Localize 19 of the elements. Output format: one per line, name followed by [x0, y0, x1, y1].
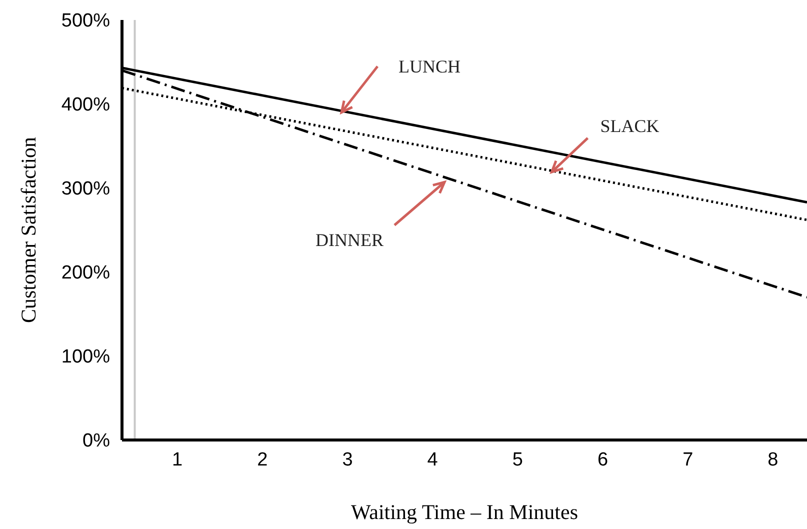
- x-tick-label: 6: [597, 449, 608, 470]
- y-tick-label: 100%: [61, 346, 110, 368]
- y-tick-label: 0%: [82, 430, 110, 452]
- y-axis-title: Customer Satisfaction: [16, 136, 40, 324]
- y-tick-label: 500%: [61, 10, 110, 32]
- y-tick-label: 400%: [61, 94, 110, 116]
- annotation: SLACK: [600, 116, 660, 136]
- x-tick-label: 8: [768, 449, 778, 470]
- x-tick-label: 3: [342, 449, 353, 470]
- y-tick-label: 200%: [61, 262, 110, 284]
- x-tick-label: 2: [257, 449, 268, 470]
- x-tick-label: 1: [172, 449, 183, 470]
- x-tick-label: 5: [512, 449, 523, 470]
- x-axis-title: Waiting Time – In Minutes: [351, 500, 578, 524]
- annotation: LUNCH: [398, 56, 461, 77]
- x-tick-label: 7: [682, 449, 694, 470]
- y-tick-label: 300%: [61, 178, 110, 200]
- annotation: DINNER: [316, 230, 384, 250]
- x-tick-label: 4: [427, 449, 438, 470]
